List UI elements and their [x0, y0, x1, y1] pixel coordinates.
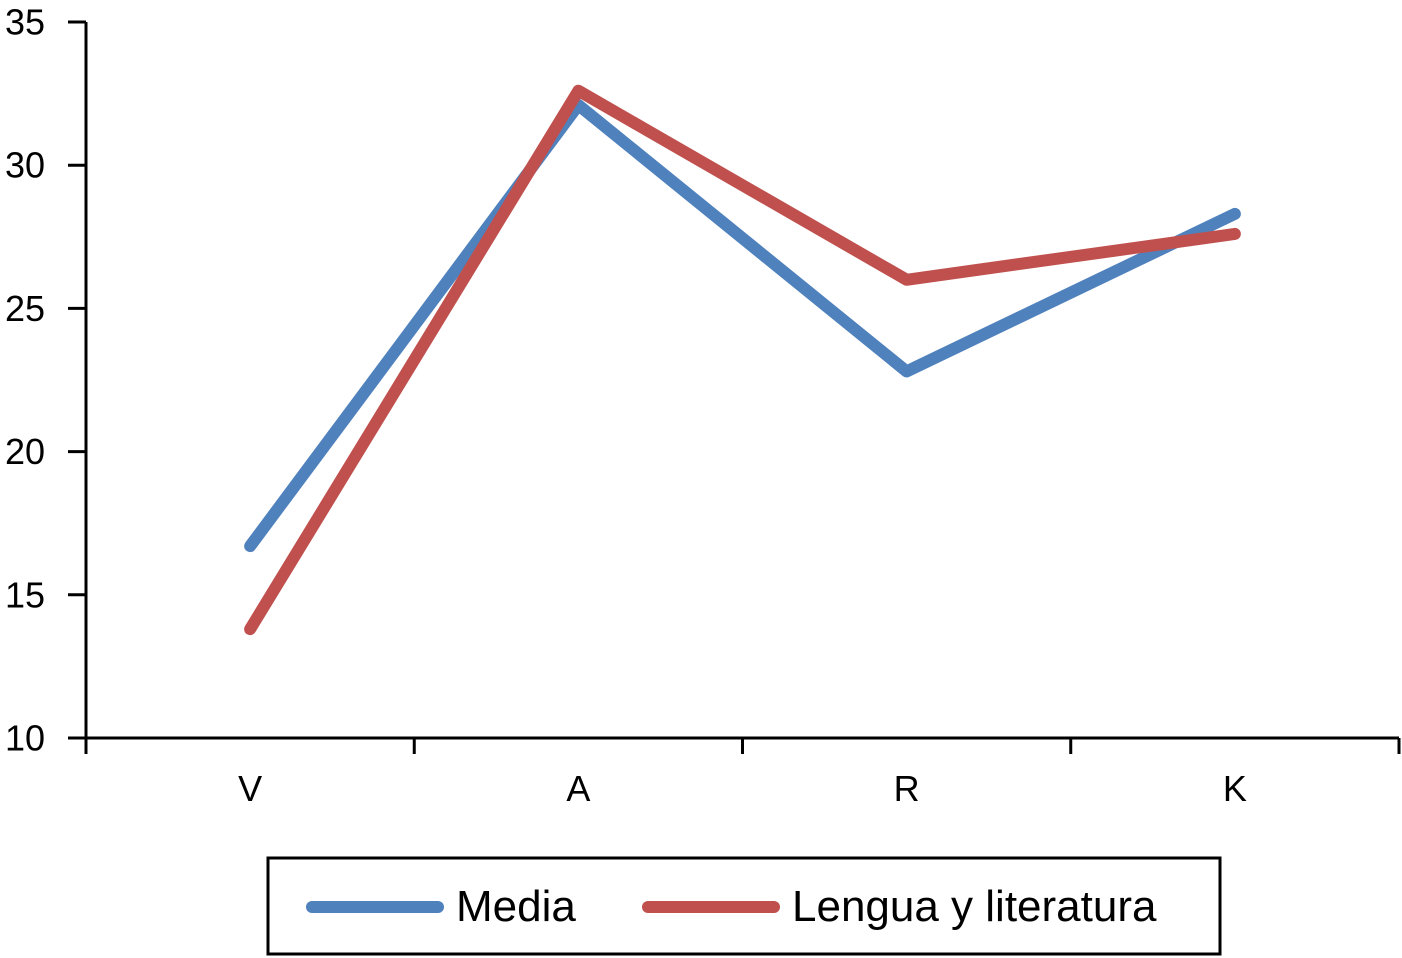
legend-label-media: Media: [456, 882, 576, 931]
series-line-lengua-y-literatura: [244, 84, 1241, 636]
y-tick-label: 20: [5, 431, 45, 472]
x-tick-label: R: [894, 768, 920, 809]
data-point: [577, 104, 579, 106]
y-tick-label: 35: [5, 2, 45, 43]
x-tick-label: K: [1223, 768, 1247, 809]
data-point: [577, 90, 579, 92]
y-tick-label: 25: [5, 288, 45, 329]
data-point: [1234, 233, 1236, 235]
series-line-media: [244, 99, 1241, 553]
y-axis: 10 15 20 25 30 35: [5, 2, 88, 759]
data-point: [249, 628, 251, 630]
data-point: [906, 279, 908, 281]
data-point: [249, 545, 251, 547]
data-point: [1234, 213, 1236, 215]
x-tick-label: V: [238, 768, 262, 809]
x-tick-label: A: [566, 768, 590, 809]
y-tick-label: 15: [5, 574, 45, 615]
y-tick-label: 10: [5, 718, 45, 759]
legend: Media Lengua y literatura: [266, 856, 1222, 956]
series-lines: [244, 84, 1241, 636]
y-tick-label: 30: [5, 145, 45, 186]
data-point: [906, 370, 908, 372]
legend-label-lengua: Lengua y literatura: [792, 882, 1157, 931]
